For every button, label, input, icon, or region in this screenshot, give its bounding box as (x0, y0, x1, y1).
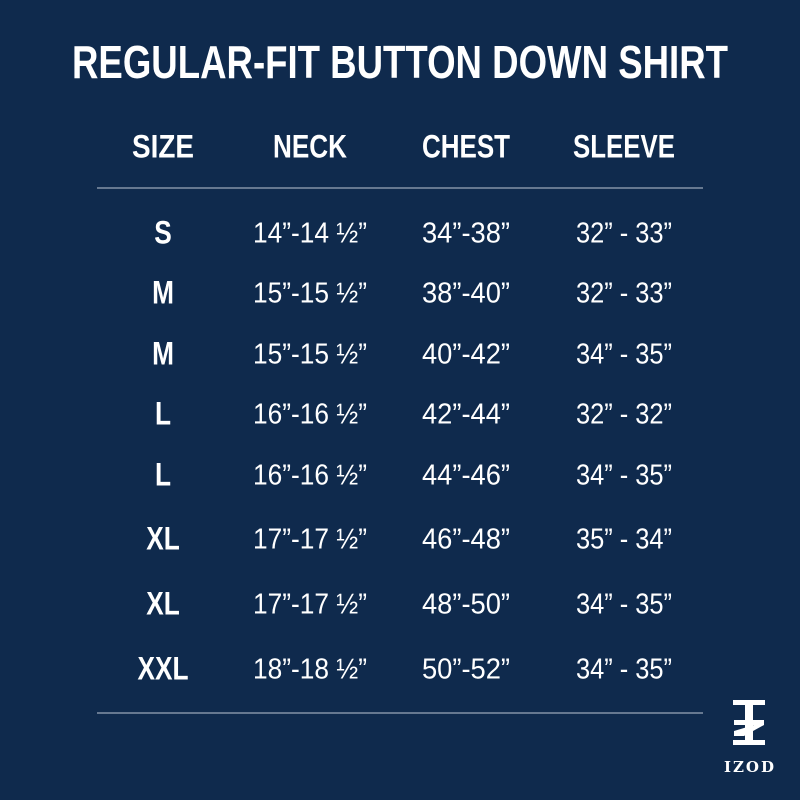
value-cell: 44”-46” (422, 460, 510, 492)
value-cell: 14”-14 ½” (253, 218, 367, 250)
column-header: SLEEVE (573, 128, 675, 164)
value-cell: 34” - 35” (576, 654, 672, 686)
value-cell: 18”-18 ½” (253, 654, 367, 686)
value-cell: 46”-48” (422, 524, 510, 556)
value-cell: 32” - 33” (576, 278, 672, 310)
logo-icon (733, 700, 765, 745)
size-cell: XL (146, 520, 180, 556)
title: REGULAR-FIT BUTTON DOWN SHIRT (72, 36, 728, 88)
size-cell: M (152, 335, 174, 371)
value-cell: 15”-15 ½” (253, 339, 367, 371)
column-header: CHEST (422, 128, 510, 164)
logo: IZOD (724, 700, 776, 776)
value-cell: 34”-38” (422, 218, 510, 250)
column-header: SIZE (132, 128, 194, 164)
value-cell: 17”-17 ½” (253, 589, 367, 621)
value-cell: 16”-16 ½” (253, 399, 367, 431)
value-cell: 32” - 32” (576, 399, 672, 431)
value-cell: 15”-15 ½” (253, 278, 367, 310)
logo-text: IZOD (724, 758, 776, 776)
value-cell: 16”-16 ½” (253, 460, 367, 492)
size-cell: XL (146, 585, 180, 621)
value-cell: 42”-44” (422, 399, 510, 431)
value-cell: 38”-40” (422, 278, 510, 310)
size-cell: M (152, 274, 174, 310)
value-cell: 17”-17 ½” (253, 524, 367, 556)
value-cell: 35” - 34” (576, 524, 672, 556)
size-cell: XXL (137, 650, 188, 686)
value-cell: 40”-42” (422, 339, 510, 371)
value-cell: 34” - 35” (576, 460, 672, 492)
size-cell: L (155, 456, 171, 492)
value-cell: 34” - 35” (576, 339, 672, 371)
value-cell: 50”-52” (422, 654, 510, 686)
column-header: NECK (273, 128, 347, 164)
value-cell: 32” - 33” (576, 218, 672, 250)
size-cell: L (155, 395, 171, 431)
value-cell: 48”-50” (422, 589, 510, 621)
value-cell: 34” - 35” (576, 589, 672, 621)
size-cell: S (154, 214, 172, 250)
